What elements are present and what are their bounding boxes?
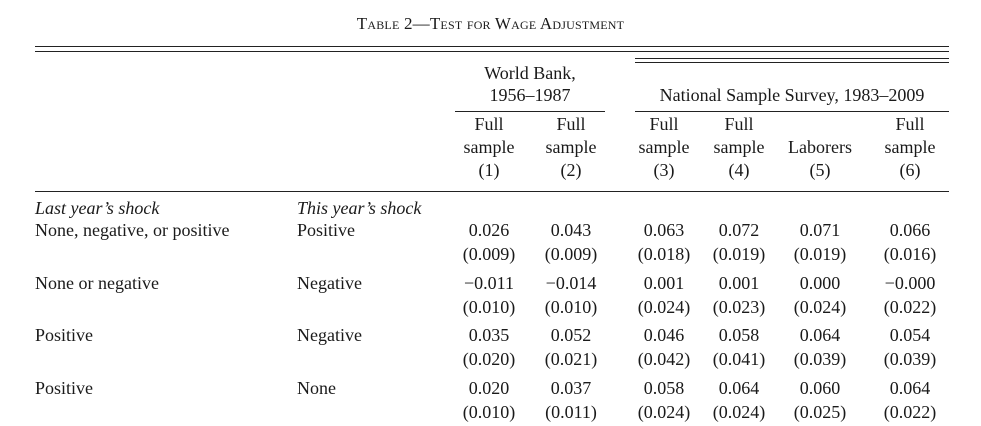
column-header-5-line2: Laborers	[788, 137, 852, 157]
column-header-1-line1: Full	[474, 114, 504, 134]
table-cell-standard-error: (0.009)	[462, 244, 516, 264]
nss-rule-3	[635, 111, 949, 112]
row-last-year-label: Positive	[35, 325, 94, 345]
table-cell-coefficient: 0.064	[799, 325, 841, 345]
table-cell-coefficient: 0.058	[643, 378, 685, 398]
column-header-3-line3: (3)	[653, 160, 675, 180]
table-cell-standard-error: (0.024)	[637, 297, 691, 317]
table-cell-standard-error: (0.039)	[793, 349, 847, 369]
nss-rule-2	[635, 62, 949, 63]
nss-header: National Sample Survey, 1983–2009	[659, 85, 925, 105]
column-header-1-line3: (1)	[478, 160, 500, 180]
table-cell-coefficient: 0.001	[643, 273, 685, 293]
table-cell-coefficient: 0.064	[718, 378, 760, 398]
row-this-year-label: Negative	[297, 273, 362, 293]
table-cell-standard-error: (0.023)	[712, 297, 766, 317]
table-cell-coefficient: 0.066	[889, 220, 931, 240]
table-cell-coefficient: 0.060	[799, 378, 841, 398]
column-header-5-line3: (5)	[809, 160, 831, 180]
table-cell-coefficient: 0.063	[643, 220, 685, 240]
row-this-year-label: Positive	[297, 220, 356, 240]
table-cell-standard-error: (0.039)	[883, 349, 937, 369]
column-header-2-line2: sample	[545, 137, 597, 157]
world-bank-rule	[455, 111, 605, 112]
last-year-header: Last year’s shock	[35, 198, 160, 218]
column-header-4-line3: (4)	[728, 160, 750, 180]
table-cell-standard-error: (0.020)	[462, 349, 516, 369]
row-last-year-label: Positive	[35, 378, 94, 398]
row-this-year-label: Negative	[297, 325, 362, 345]
column-header-1-line2: sample	[463, 137, 515, 157]
table-cell-standard-error: (0.011)	[545, 402, 597, 422]
table-cell-coefficient: 0.026	[468, 220, 510, 240]
table-cell-coefficient: 0.064	[889, 378, 931, 398]
table-cell-coefficient: 0.000	[799, 273, 841, 293]
row-this-year-label: None	[297, 378, 336, 398]
column-header-6-line2: sample	[884, 137, 936, 157]
column-header-3-line2: sample	[638, 137, 690, 157]
table-cell-standard-error: (0.022)	[883, 402, 937, 422]
world-bank-header-line1: World Bank,	[484, 63, 576, 83]
table-cell-standard-error: (0.022)	[883, 297, 937, 317]
column-header-6-line1: Full	[895, 114, 925, 134]
table-cell-standard-error: (0.009)	[544, 244, 598, 264]
table-cell-standard-error: (0.010)	[544, 297, 598, 317]
table-cell-coefficient: 0.046	[643, 325, 685, 345]
table-cell-standard-error: (0.016)	[883, 244, 937, 264]
row-last-year-label: None or negative	[35, 273, 159, 293]
table-cell-coefficient: 0.035	[468, 325, 510, 345]
table-cell-standard-error: (0.041)	[712, 349, 766, 369]
table-cell-coefficient: 0.043	[550, 220, 592, 240]
table-cell-coefficient: 0.072	[718, 220, 760, 240]
table-cell-standard-error: (0.021)	[544, 349, 598, 369]
table-cell-standard-error: (0.025)	[793, 402, 847, 422]
table-cell-coefficient: −0.011	[464, 273, 514, 293]
table-cell-standard-error: (0.019)	[793, 244, 847, 264]
row-last-year-label: None, negative, or positive	[35, 220, 230, 240]
table-cell-standard-error: (0.010)	[462, 297, 516, 317]
table-cell-coefficient: 0.020	[468, 378, 510, 398]
header-bottom-rule	[35, 191, 949, 192]
table-cell-coefficient: 0.071	[799, 220, 841, 240]
nss-rule-1	[635, 58, 949, 59]
table-cell-standard-error: (0.024)	[637, 402, 691, 422]
table-cell-coefficient: 0.054	[889, 325, 931, 345]
table-cell-coefficient: −0.000	[884, 273, 936, 293]
table-cell-coefficient: 0.037	[550, 378, 592, 398]
top-rule-2	[35, 51, 949, 52]
column-header-2-line3: (2)	[560, 160, 582, 180]
world-bank-header-line2: 1956–1987	[489, 85, 571, 105]
table-cell-standard-error: (0.042)	[637, 349, 691, 369]
column-header-3-line1: Full	[649, 114, 679, 134]
column-header-2-line1: Full	[556, 114, 586, 134]
this-year-header: This year’s shock	[297, 198, 422, 218]
table-cell-coefficient: −0.014	[545, 273, 597, 293]
column-header-4-line2: sample	[713, 137, 765, 157]
top-rule-1	[35, 46, 949, 47]
table-cell-standard-error: (0.024)	[793, 297, 847, 317]
table-cell-standard-error: (0.024)	[712, 402, 766, 422]
column-header-4-line1: Full	[724, 114, 754, 134]
table-cell-coefficient: 0.058	[718, 325, 760, 345]
table-cell-standard-error: (0.010)	[462, 402, 516, 422]
table-cell-standard-error: (0.019)	[712, 244, 766, 264]
table-caption: Table 2—Test for Wage Adjustment	[356, 14, 625, 33]
table-cell-standard-error: (0.018)	[637, 244, 691, 264]
table-cell-coefficient: 0.052	[550, 325, 592, 345]
column-header-6-line3: (6)	[899, 160, 921, 180]
table-cell-coefficient: 0.001	[718, 273, 760, 293]
